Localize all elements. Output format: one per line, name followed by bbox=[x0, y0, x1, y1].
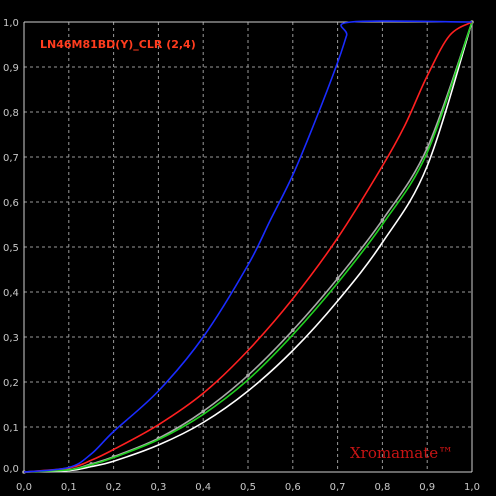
axes bbox=[23, 21, 473, 473]
y-tick-label: 0,1 bbox=[3, 423, 19, 434]
series-line-1 bbox=[23, 21, 473, 473]
x-tick-label: 0,7 bbox=[330, 482, 346, 493]
series-line-3 bbox=[23, 21, 473, 473]
y-tick-label: 0,2 bbox=[3, 378, 19, 389]
y-tick-label: 0,4 bbox=[3, 288, 19, 299]
x-tick-label: 0,4 bbox=[195, 482, 211, 493]
x-tick-label: 0,2 bbox=[106, 482, 122, 493]
series-marker bbox=[335, 276, 340, 281]
y-tick-label: 0,7 bbox=[3, 153, 19, 164]
watermark-brand: Xromamate™ bbox=[350, 444, 453, 462]
x-tick-label: 0,8 bbox=[374, 482, 390, 493]
x-tick-label: 0,9 bbox=[419, 482, 435, 493]
y-tick-label: 0,3 bbox=[3, 333, 19, 344]
x-tick-label: 1,0 bbox=[464, 482, 480, 493]
y-tick-labels: 0,0 0,1 0,2 0,3 0,4 0,5 0,6 0,7 0,8 0,9 1,0 bbox=[3, 18, 19, 475]
series-marker bbox=[201, 409, 205, 414]
series-marker bbox=[246, 373, 250, 378]
x-tick-label: 0,6 bbox=[285, 482, 301, 493]
series-group bbox=[22, 20, 474, 474]
series-line-4 bbox=[23, 21, 473, 473]
y-tick-label: 0,5 bbox=[3, 243, 19, 254]
x-tick-label: 0,0 bbox=[16, 482, 32, 493]
grid bbox=[24, 22, 472, 472]
y-tick-label: 1,0 bbox=[3, 18, 19, 29]
y-tick-label: 0,8 bbox=[3, 108, 19, 119]
chart-title: LN46M81BD(Y)_CLR (2,4) bbox=[40, 38, 196, 51]
x-tick-label: 0,5 bbox=[240, 482, 256, 493]
y-tick-label: 0,9 bbox=[3, 63, 19, 74]
x-tick-label: 0,1 bbox=[61, 482, 77, 493]
y-tick-label: 0,6 bbox=[3, 198, 19, 209]
series-line-5 bbox=[23, 20, 473, 473]
y-tick-label: 0,0 bbox=[3, 464, 19, 475]
x-tick-label: 0,3 bbox=[150, 482, 166, 493]
series-marker bbox=[291, 328, 295, 333]
x-tick-labels: 0,0 0,1 0,2 0,3 0,4 0,5 0,6 0,7 0,8 0,9 1,0 bbox=[16, 482, 480, 493]
series-marker bbox=[380, 218, 385, 222]
